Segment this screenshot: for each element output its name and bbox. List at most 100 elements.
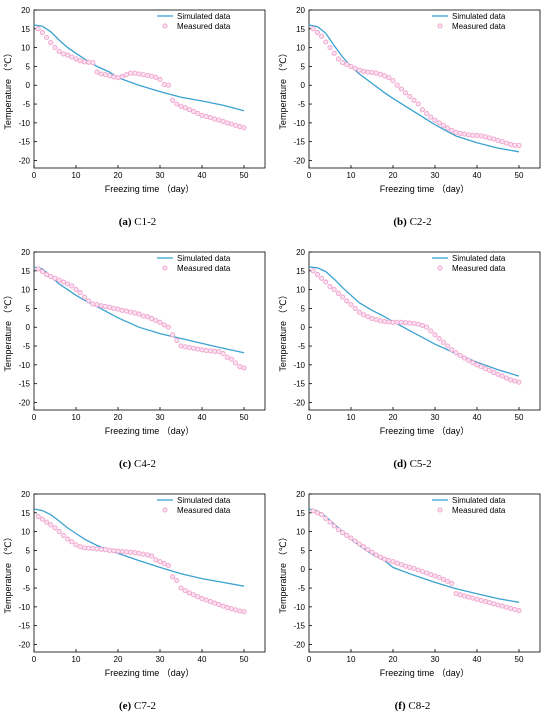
y-tick-label: 15	[296, 267, 305, 276]
x-tick-label: 0	[307, 171, 312, 180]
measured-data-point	[136, 550, 142, 556]
y-axis-title: Temperature （℃）	[278, 290, 288, 371]
x-axis-title: Freezing time （day）	[380, 184, 470, 194]
measured-data-point	[132, 310, 138, 316]
measured-data-point	[390, 559, 396, 565]
chart-svg: -20 -15 -10 -5 0 5 10 15 20 0 10 20 30 40 50 Freezing t…	[278, 248, 541, 436]
chart-panel: -20 -15 -10 -5 0 5 10 15 20 0 10 20 30 40 50 Freezing t…	[0, 484, 275, 726]
measured-data-point	[81, 294, 87, 300]
y-tick-label: 10	[296, 286, 305, 295]
measured-data-point	[39, 30, 45, 36]
measured-data-point	[449, 127, 455, 133]
legend-measured-swatch	[162, 23, 168, 29]
measured-data-point	[461, 593, 467, 599]
measured-data-point	[60, 532, 66, 538]
measured-data-point	[495, 602, 501, 608]
measured-data-point	[344, 298, 350, 304]
measured-data-point	[132, 70, 138, 76]
measured-data-point	[386, 558, 392, 564]
measured-data-point	[348, 302, 354, 308]
measured-data-point	[319, 33, 325, 39]
y-tick-label: 0	[26, 565, 31, 574]
y-tick-label: 15	[21, 267, 30, 276]
measured-data-point	[48, 522, 54, 528]
y-axis-title: Temperature （℃）	[3, 48, 13, 129]
legend-measured-swatch	[162, 507, 168, 513]
legend-simulated-label: Simulated data	[177, 12, 231, 21]
x-tick-label: 50	[240, 655, 249, 664]
x-tick-label: 50	[515, 413, 524, 422]
measured-data-point	[216, 117, 222, 123]
measured-data-point	[398, 562, 404, 568]
measured-data-point	[323, 515, 329, 522]
x-tick-label: 20	[114, 413, 123, 422]
measured-data-point	[436, 574, 442, 581]
y-tick-label: 5	[301, 546, 306, 555]
measured-data-point	[90, 60, 96, 66]
measured-data-point	[136, 311, 142, 317]
measured-data-point	[461, 131, 467, 137]
x-tick-label: 30	[156, 655, 165, 664]
measured-data-point	[335, 290, 341, 296]
y-axis-title: Temperature （℃）	[3, 290, 13, 371]
panel-name: C1-2	[131, 216, 157, 228]
x-axis-title: Freezing time （day）	[380, 668, 470, 678]
measured-data-point	[191, 109, 197, 115]
measured-data-point	[52, 45, 58, 51]
x-tick-label: 20	[389, 655, 398, 664]
measured-data-point	[415, 101, 421, 107]
measured-data-point	[491, 369, 497, 375]
measured-data-point	[356, 309, 362, 315]
panel-name: C8-2	[405, 700, 431, 712]
measured-data-point	[81, 545, 87, 551]
measured-data-point	[65, 281, 71, 287]
measured-data-point	[327, 284, 333, 290]
measured-data-point	[241, 365, 247, 371]
panel-letter: (b)	[393, 216, 407, 228]
measured-data-point	[428, 114, 434, 120]
measured-data-point	[73, 542, 79, 548]
measured-data-point	[327, 45, 333, 51]
measured-data-point	[403, 90, 409, 96]
measured-data-point	[94, 546, 100, 552]
measured-data-point	[212, 348, 218, 354]
measured-data-point	[340, 530, 346, 536]
y-axis-title: Temperature （℃）	[3, 532, 13, 613]
measured-data-point	[487, 367, 493, 374]
measured-data-point	[178, 103, 184, 109]
measured-data-point	[107, 73, 113, 79]
plot-frame	[33, 251, 266, 411]
y-tick-label: -5	[23, 100, 31, 109]
measured-data-point	[382, 556, 388, 562]
x-tick-label: 20	[114, 655, 123, 664]
measured-data-point	[86, 298, 92, 304]
measured-data-point	[369, 316, 375, 322]
measured-data-point	[503, 375, 509, 381]
measured-data-point	[503, 140, 509, 146]
panel-name: C7-2	[131, 700, 156, 712]
y-tick-label: -15	[18, 622, 30, 631]
measured-data-point	[453, 591, 459, 597]
y-tick-label: -5	[298, 584, 306, 593]
measured-data-point	[228, 121, 234, 127]
measured-data-point	[403, 563, 409, 569]
measured-data-point	[144, 552, 150, 558]
measured-data-point	[220, 603, 226, 609]
y-tick-label: -20	[293, 398, 305, 407]
measured-data-point	[319, 512, 325, 518]
measured-data-point	[102, 303, 108, 310]
measured-data-point	[128, 549, 134, 555]
measured-data-point	[157, 559, 163, 565]
measured-data-point	[233, 360, 239, 366]
measured-data-point	[499, 603, 505, 609]
y-tick-label: -10	[18, 361, 30, 370]
measured-data-point	[466, 594, 472, 600]
measured-data-point	[220, 351, 226, 357]
measured-data-point	[365, 547, 371, 553]
panel-letter: (d)	[393, 458, 407, 470]
measured-data-point	[373, 317, 379, 323]
x-tick-label: 30	[156, 413, 165, 422]
y-tick-label: -15	[18, 380, 30, 389]
measured-data-point	[436, 120, 442, 126]
measured-data-point	[149, 553, 155, 559]
